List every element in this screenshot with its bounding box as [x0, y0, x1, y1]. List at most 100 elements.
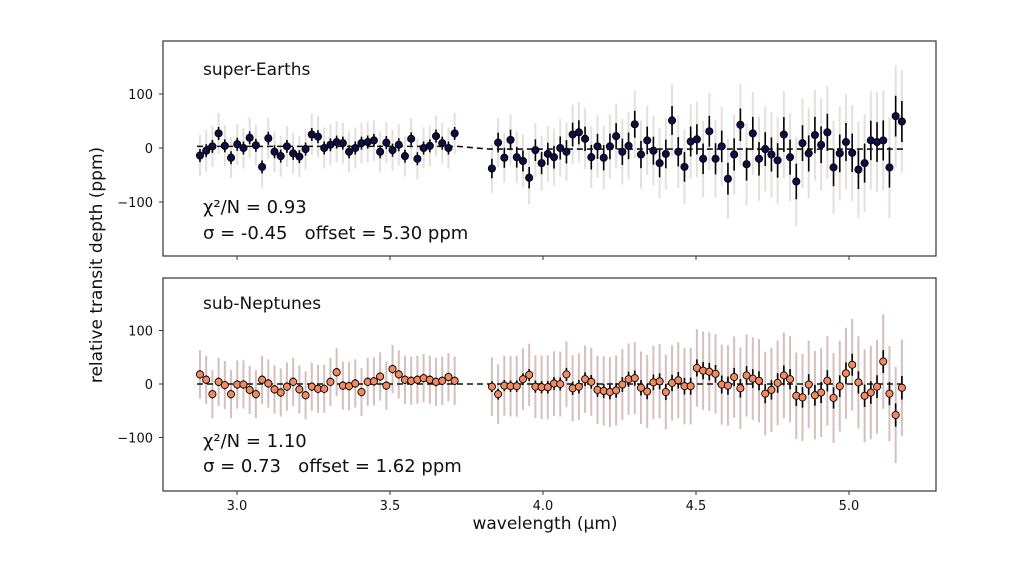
- data-point: [276, 388, 285, 397]
- data-point: [661, 149, 670, 158]
- data-point: [512, 153, 521, 162]
- data-point: [512, 382, 521, 391]
- data-point: [792, 177, 801, 186]
- data-point: [326, 377, 335, 386]
- data-point: [593, 142, 602, 151]
- data-point: [848, 148, 857, 157]
- x-tick-label: 3.0: [227, 499, 248, 514]
- data-point: [891, 410, 900, 420]
- data-point: [556, 143, 565, 153]
- data-point: [817, 140, 826, 149]
- data-point: [581, 134, 590, 143]
- y-tick-label: 0: [145, 378, 153, 393]
- data-point: [587, 377, 596, 386]
- data-point: [879, 357, 888, 366]
- data-point: [531, 146, 540, 155]
- data-point: [829, 393, 838, 402]
- x-tick-label: 4.0: [533, 499, 554, 514]
- panel-title: sub-Neptunes: [203, 294, 321, 314]
- data-point: [487, 164, 496, 173]
- stats-annotation: σ = 0.73 offset = 1.62 ppm: [203, 456, 462, 477]
- data-point: [195, 370, 205, 379]
- panel-title: super-Earths: [203, 60, 311, 80]
- data-point: [351, 143, 360, 153]
- data-point: [500, 153, 509, 162]
- stats-annotation: σ = -0.45 offset = 5.30 ppm: [203, 223, 468, 244]
- data-point: [251, 141, 260, 150]
- data-point: [661, 387, 670, 397]
- data-point: [711, 369, 720, 378]
- data-point: [208, 390, 217, 399]
- data-point: [742, 371, 751, 380]
- data-point: [369, 136, 378, 145]
- data-point: [754, 154, 764, 163]
- data-point: [649, 146, 658, 155]
- chi2-annotation: χ²/N = 1.10: [203, 431, 307, 452]
- data-point: [450, 376, 459, 385]
- data-point: [487, 382, 496, 391]
- data-point: [301, 145, 310, 154]
- data-point: [295, 152, 304, 161]
- data-point: [723, 174, 732, 183]
- y-ticks: 100 0 −100: [117, 325, 163, 447]
- data-point: [438, 139, 447, 148]
- data-point: [444, 372, 453, 382]
- data-point: [798, 393, 807, 402]
- data-point: [885, 389, 894, 398]
- data-point: [624, 141, 633, 150]
- data-point: [829, 163, 838, 172]
- data-point: [612, 132, 621, 141]
- data-point: [239, 380, 248, 389]
- data-point: [872, 382, 882, 391]
- data-point: [431, 132, 441, 141]
- data-point: [332, 368, 341, 377]
- data-point: [202, 375, 211, 384]
- data-point: [748, 129, 757, 138]
- data-point: [699, 154, 708, 163]
- data-point: [338, 139, 347, 148]
- data-point: [599, 153, 608, 162]
- data-point: [239, 143, 248, 153]
- y-ticks: 100 0 −100: [117, 88, 163, 211]
- data-point: [549, 153, 559, 162]
- data-point: [897, 117, 906, 126]
- data-point: [214, 377, 223, 386]
- data-points: [195, 112, 906, 186]
- data-point: [369, 377, 378, 386]
- data-point: [854, 165, 863, 174]
- data-point: [394, 140, 403, 149]
- data-point: [289, 377, 298, 386]
- data-point: [643, 136, 652, 145]
- data-point: [525, 173, 534, 182]
- data-point: [574, 382, 583, 391]
- data-point: [804, 380, 813, 389]
- data-point: [736, 384, 745, 393]
- data-point: [618, 147, 627, 156]
- data-point: [860, 391, 869, 400]
- data-point: [636, 383, 646, 392]
- data-point: [786, 153, 795, 162]
- data-point: [295, 385, 304, 394]
- data-point: [692, 135, 701, 144]
- x-tick-labels: 3.0 3.5 4.0 4.5 5.0: [227, 499, 860, 514]
- chi2-annotation: χ²/N = 0.93: [203, 197, 307, 218]
- data-point: [494, 390, 503, 399]
- data-point: [289, 149, 298, 158]
- data-point: [400, 152, 410, 161]
- data-point: [667, 116, 677, 125]
- data-point: [786, 375, 795, 384]
- data-point: [773, 378, 782, 387]
- data-point: [854, 378, 863, 387]
- data-point: [773, 156, 782, 165]
- data-point: [220, 141, 229, 150]
- data-point: [388, 146, 397, 155]
- data-point: [376, 147, 385, 156]
- data-point: [258, 375, 267, 384]
- data-point: [761, 389, 770, 398]
- data-point: [407, 134, 416, 143]
- data-point: [630, 120, 639, 129]
- x-tick-label: 5.0: [839, 499, 860, 514]
- data-point: [270, 147, 279, 156]
- data-point: [543, 149, 552, 158]
- data-point: [767, 385, 776, 394]
